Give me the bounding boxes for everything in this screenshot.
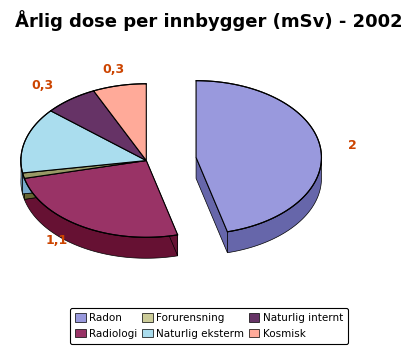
Polygon shape bbox=[51, 91, 146, 161]
Text: Årlig dose per innbygger (mSv) - 2002: Årlig dose per innbygger (mSv) - 2002 bbox=[15, 10, 403, 31]
Polygon shape bbox=[24, 161, 178, 237]
Polygon shape bbox=[196, 81, 321, 232]
Polygon shape bbox=[24, 161, 146, 199]
Polygon shape bbox=[23, 173, 24, 199]
Text: 2: 2 bbox=[348, 139, 357, 152]
Text: 0,3: 0,3 bbox=[102, 62, 125, 75]
Polygon shape bbox=[23, 161, 146, 178]
Polygon shape bbox=[24, 178, 178, 258]
Text: 0,3: 0,3 bbox=[32, 80, 54, 92]
Polygon shape bbox=[146, 161, 178, 256]
Polygon shape bbox=[227, 156, 321, 253]
Polygon shape bbox=[94, 84, 146, 161]
Legend: Radon, Radiologi, Forurensning, Naturlig eksterm, Naturlig internt, Kosmisk: Radon, Radiologi, Forurensning, Naturlig… bbox=[70, 308, 348, 344]
Polygon shape bbox=[23, 161, 146, 194]
Text: 1,1: 1,1 bbox=[45, 234, 67, 247]
Polygon shape bbox=[196, 157, 227, 253]
Polygon shape bbox=[21, 157, 23, 194]
Polygon shape bbox=[24, 161, 146, 199]
Polygon shape bbox=[21, 111, 146, 173]
Polygon shape bbox=[23, 161, 146, 194]
